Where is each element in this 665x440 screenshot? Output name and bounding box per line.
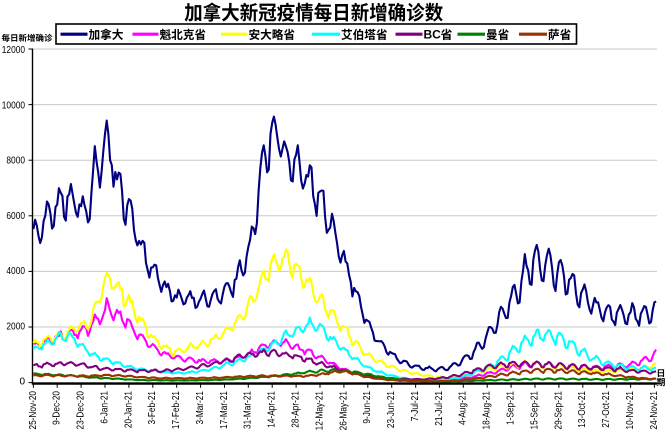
svg-text:10000: 10000	[2, 100, 26, 111]
svg-text:27-Oct-21: 27-Oct-21	[601, 391, 612, 428]
svg-text:23-Jun-21: 23-Jun-21	[386, 391, 397, 428]
svg-text:24-Nov-21: 24-Nov-21	[649, 391, 660, 430]
svg-text:6-Jan-21: 6-Jan-21	[99, 391, 110, 424]
svg-text:31-Mar-21: 31-Mar-21	[243, 391, 254, 429]
svg-text:14-Apr-21: 14-Apr-21	[267, 391, 278, 428]
svg-text:21-Jul-21: 21-Jul-21	[434, 391, 445, 426]
svg-text:1-Sep-21: 1-Sep-21	[506, 391, 517, 425]
svg-text:13-Oct-21: 13-Oct-21	[577, 391, 588, 428]
svg-text:23-Dec-20: 23-Dec-20	[76, 391, 87, 430]
svg-text:10-Nov-21: 10-Nov-21	[625, 391, 636, 430]
svg-text:9-Jun-21: 9-Jun-21	[362, 391, 373, 424]
svg-text:4000: 4000	[6, 266, 25, 277]
svg-text:3-Mar-21: 3-Mar-21	[195, 391, 206, 425]
svg-text:12000: 12000	[2, 45, 26, 56]
svg-text:BC: BC	[424, 27, 442, 41]
svg-text:6000: 6000	[6, 211, 25, 222]
svg-text:18-Aug-21: 18-Aug-21	[482, 391, 493, 430]
svg-text:12-May-21: 12-May-21	[314, 391, 325, 431]
svg-text:26-May-21: 26-May-21	[338, 391, 349, 431]
svg-text:9-Dec-20: 9-Dec-20	[52, 391, 63, 425]
svg-text:0: 0	[19, 377, 25, 388]
svg-text:17-Feb-21: 17-Feb-21	[171, 391, 182, 429]
svg-text:7-Jul-21: 7-Jul-21	[410, 391, 421, 422]
svg-text:20-Jan-21: 20-Jan-21	[123, 391, 134, 428]
svg-text:17-Mar-21: 17-Mar-21	[219, 391, 230, 429]
svg-text:2000: 2000	[6, 321, 25, 332]
svg-text:25-Nov-20: 25-Nov-20	[28, 391, 39, 430]
svg-text:15-Sep-21: 15-Sep-21	[529, 391, 540, 430]
svg-text:3-Feb-21: 3-Feb-21	[147, 391, 158, 425]
svg-text:8000: 8000	[6, 156, 25, 167]
svg-text:29-Sep-21: 29-Sep-21	[553, 391, 564, 430]
svg-text:28-Apr-21: 28-Apr-21	[291, 391, 302, 428]
svg-text:4-Aug-21: 4-Aug-21	[458, 391, 469, 425]
